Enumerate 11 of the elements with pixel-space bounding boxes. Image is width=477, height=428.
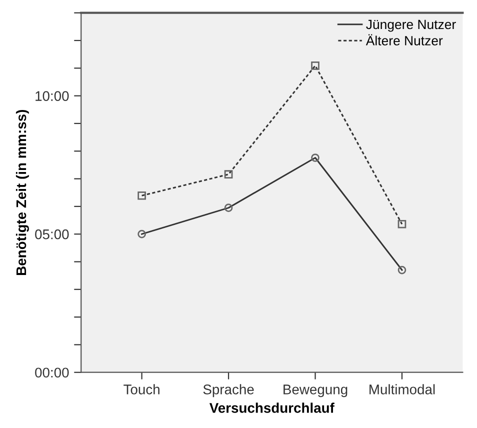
legend-label: Jüngere Nutzer	[366, 20, 456, 32]
x-tick-label: Touch	[124, 384, 160, 394]
x-tick-label: Multimodal	[370, 384, 435, 394]
x-tick-label: Bewegung	[284, 384, 348, 398]
y-tick-label: 10:00	[36, 91, 69, 101]
y-axis-title: Benötigte Zeit (in mm:ss)	[16, 110, 29, 275]
x-tick-label: Sprache	[203, 384, 254, 398]
legend-label: Ältere Nutzer	[366, 34, 443, 46]
x-axis-title: Versuchsdurchlauf	[209, 402, 334, 413]
y-tick-label: 00:00	[35, 368, 69, 378]
y-tick-label: 05:00	[35, 229, 69, 240]
